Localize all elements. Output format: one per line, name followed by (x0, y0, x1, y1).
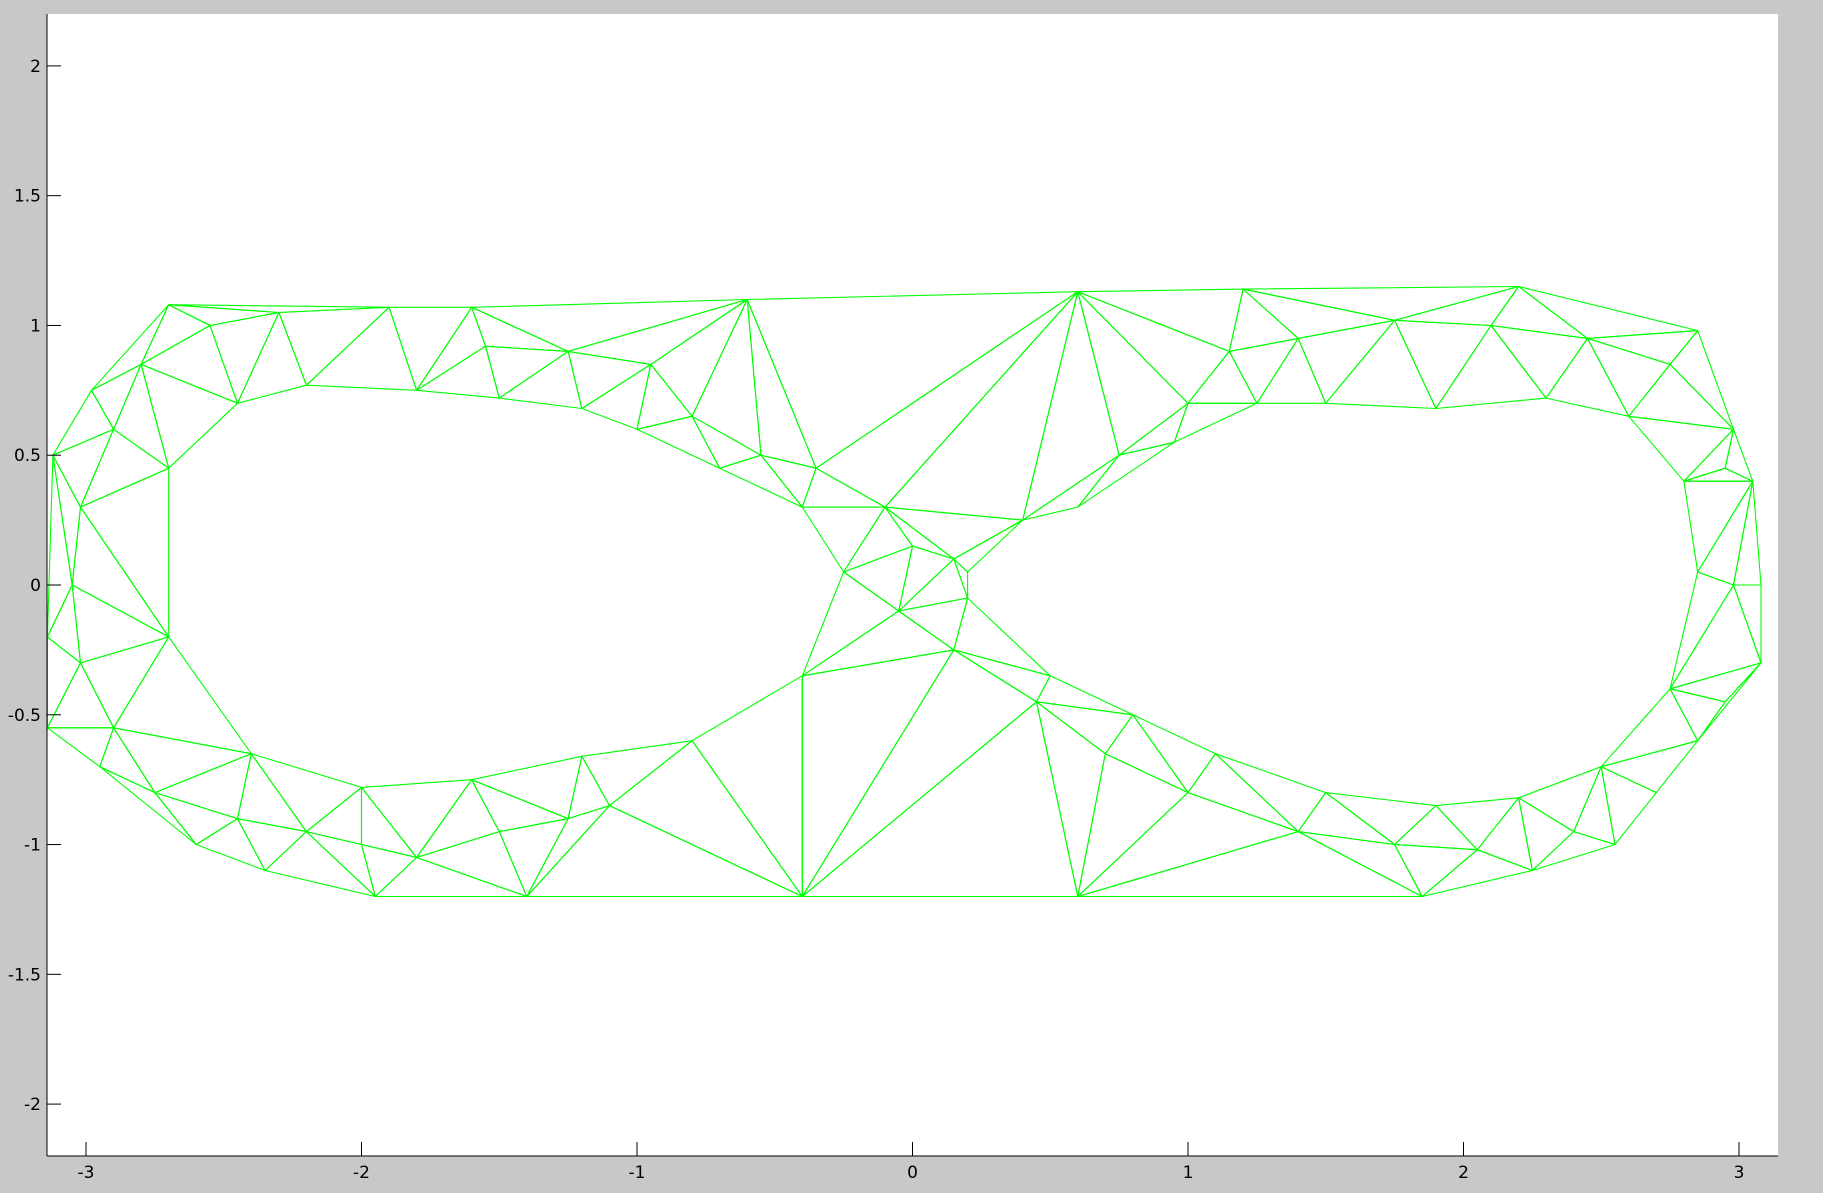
y-tick-label: 0.5 (14, 446, 41, 466)
mesh-triangle (1022, 291, 1120, 521)
x-axis: -3 -2 -1 0 1 2 3 (47, 1142, 1778, 1183)
mesh-triangle (1669, 688, 1726, 742)
mesh-triangle (1586, 337, 1671, 417)
axes-background (47, 14, 1778, 1156)
mesh-triangle (79, 636, 170, 729)
mesh-triangle (1187, 753, 1299, 833)
x-tick-label: 3 (1734, 1163, 1745, 1183)
y-tick-label: -2 (24, 1095, 41, 1115)
mesh-triangle (953, 649, 1051, 703)
mesh-triangle (884, 506, 1024, 560)
mesh-triangle (1683, 467, 1754, 482)
x-tick-label: -3 (78, 1163, 95, 1183)
mesh-triangle (1600, 766, 1657, 846)
mesh-triangle (1394, 843, 1478, 898)
x-tick-label: -2 (353, 1163, 370, 1183)
triangle-mesh (46, 285, 1762, 898)
x-tick-label: 0 (907, 1163, 918, 1183)
mesh-triangle (1187, 350, 1258, 404)
y-tick-label: -1 (24, 836, 41, 856)
mesh-triangle (471, 306, 569, 352)
y-tick-label: -1.5 (8, 965, 41, 985)
y-tick-label: -0.5 (8, 706, 41, 726)
mesh-triangle (471, 779, 569, 833)
mesh-triangle (1104, 714, 1189, 794)
mesh-triangle (1228, 288, 1299, 352)
y-axis: 2 1.5 1 0.5 0 -0.5 -1 -1.5 -2 (8, 14, 61, 1156)
mesh-triangle (90, 363, 142, 430)
mesh-triangle (236, 753, 307, 833)
mesh-triangle (154, 792, 239, 846)
x-tick-label: -1 (629, 1163, 646, 1183)
y-tick-label: 2 (30, 57, 41, 77)
mesh-triangle (567, 755, 611, 820)
y-tick-label: 1.5 (14, 187, 41, 207)
mesh-triangle (691, 415, 762, 469)
mesh-triangle (140, 324, 239, 404)
y-tick-label: 1 (30, 316, 41, 336)
mesh-triangle (1669, 584, 1762, 690)
mesh-triangle (1394, 319, 1492, 410)
mesh-triangle (99, 727, 156, 794)
mesh-triangle (1518, 766, 1602, 833)
x-tick-label: 2 (1458, 1163, 1469, 1183)
y-tick-label: 0 (30, 576, 41, 596)
x-tick-label: 1 (1183, 1163, 1194, 1183)
mesh-triangle (46, 584, 82, 664)
mesh-triangle (360, 786, 418, 859)
